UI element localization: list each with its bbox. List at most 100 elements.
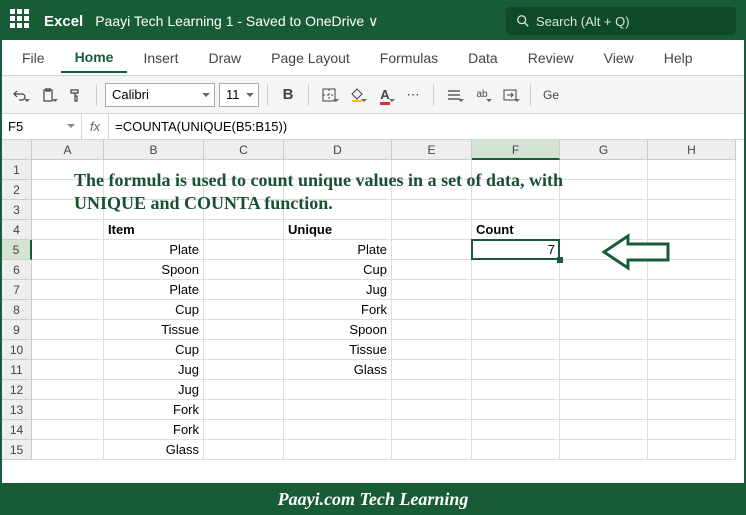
cell[interactable] — [392, 340, 472, 360]
wrap-text-button[interactable]: ab — [470, 83, 494, 107]
more-font-button[interactable]: ⋯ — [401, 83, 425, 107]
tab-page-layout[interactable]: Page Layout — [257, 44, 364, 72]
row-header-4[interactable]: 4 — [2, 220, 32, 240]
col-header-H[interactable]: H — [648, 140, 736, 160]
tab-review[interactable]: Review — [514, 44, 588, 72]
cell[interactable] — [32, 360, 104, 380]
cell[interactable] — [648, 300, 736, 320]
cell[interactable] — [32, 340, 104, 360]
cell[interactable] — [560, 340, 648, 360]
row-header-15[interactable]: 15 — [2, 440, 32, 460]
cell[interactable] — [560, 320, 648, 340]
tab-insert[interactable]: Insert — [129, 44, 192, 72]
cell[interactable] — [32, 440, 104, 460]
select-all-corner[interactable] — [2, 140, 32, 160]
col-header-G[interactable]: G — [560, 140, 648, 160]
cell[interactable] — [392, 400, 472, 420]
fx-icon[interactable]: fx — [82, 114, 109, 139]
row-header-13[interactable]: 13 — [2, 400, 32, 420]
cell[interactable]: Fork — [104, 400, 204, 420]
cell[interactable] — [32, 220, 104, 240]
cell[interactable]: Spoon — [284, 320, 392, 340]
cell[interactable]: Jug — [104, 360, 204, 380]
cell[interactable] — [284, 400, 392, 420]
cell[interactable] — [204, 220, 284, 240]
row-header-7[interactable]: 7 — [2, 280, 32, 300]
cell[interactable] — [560, 420, 648, 440]
cell[interactable]: Spoon — [104, 260, 204, 280]
cell[interactable] — [392, 240, 472, 260]
cell[interactable] — [472, 260, 560, 280]
font-color-button[interactable]: A — [373, 83, 397, 107]
cell[interactable] — [204, 400, 284, 420]
cell[interactable]: Plate — [104, 240, 204, 260]
cell[interactable] — [32, 260, 104, 280]
cell[interactable]: Tissue — [284, 340, 392, 360]
cell[interactable] — [472, 300, 560, 320]
cell[interactable] — [472, 360, 560, 380]
cell[interactable] — [648, 420, 736, 440]
cell[interactable]: Cup — [104, 300, 204, 320]
cell[interactable]: Cup — [284, 260, 392, 280]
cell[interactable] — [392, 360, 472, 380]
cell[interactable] — [648, 440, 736, 460]
font-size-select[interactable]: 11 — [219, 83, 259, 107]
cell[interactable] — [32, 280, 104, 300]
cell[interactable] — [392, 320, 472, 340]
font-name-select[interactable]: Calibri — [105, 83, 215, 107]
cell[interactable]: Jug — [284, 280, 392, 300]
tab-draw[interactable]: Draw — [194, 44, 255, 72]
cell[interactable]: Item — [104, 220, 204, 240]
cell[interactable] — [472, 420, 560, 440]
cell[interactable] — [392, 380, 472, 400]
cell[interactable] — [204, 440, 284, 460]
align-button[interactable] — [442, 83, 466, 107]
cell[interactable] — [392, 440, 472, 460]
row-header-8[interactable]: 8 — [2, 300, 32, 320]
tab-file[interactable]: File — [8, 44, 59, 72]
cell[interactable] — [560, 280, 648, 300]
cell[interactable] — [392, 420, 472, 440]
cell[interactable] — [560, 440, 648, 460]
row-header-5[interactable]: 5 — [2, 240, 32, 260]
undo-button[interactable] — [8, 83, 32, 107]
cell[interactable] — [32, 240, 104, 260]
cell[interactable] — [32, 380, 104, 400]
borders-button[interactable] — [317, 83, 341, 107]
cell[interactable] — [32, 300, 104, 320]
cell[interactable]: Fork — [284, 300, 392, 320]
fill-color-button[interactable] — [345, 83, 369, 107]
row-header-9[interactable]: 9 — [2, 320, 32, 340]
name-box[interactable]: F5 — [2, 114, 82, 139]
tab-data[interactable]: Data — [454, 44, 512, 72]
tab-help[interactable]: Help — [650, 44, 707, 72]
col-header-F[interactable]: F — [472, 140, 560, 160]
clipboard-button[interactable] — [36, 83, 60, 107]
cell[interactable] — [648, 280, 736, 300]
cell[interactable]: 7 — [472, 240, 560, 260]
col-header-D[interactable]: D — [284, 140, 392, 160]
row-header-1[interactable]: 1 — [2, 160, 32, 180]
cell[interactable] — [32, 420, 104, 440]
bold-button[interactable]: B — [276, 83, 300, 107]
cell[interactable] — [560, 400, 648, 420]
cell[interactable]: Count — [472, 220, 560, 240]
cell[interactable]: Fork — [104, 420, 204, 440]
row-header-6[interactable]: 6 — [2, 260, 32, 280]
apps-icon[interactable] — [10, 9, 34, 33]
formula-input[interactable]: =COUNTA(UNIQUE(B5:B15)) — [109, 119, 744, 134]
doc-title[interactable]: Paayi Tech Learning 1 - Saved to OneDriv… — [95, 13, 378, 30]
col-header-E[interactable]: E — [392, 140, 472, 160]
format-button[interactable]: Ge — [539, 83, 563, 107]
cell[interactable] — [648, 320, 736, 340]
cell[interactable] — [648, 200, 736, 220]
cell[interactable] — [204, 380, 284, 400]
cell[interactable] — [284, 380, 392, 400]
row-header-2[interactable]: 2 — [2, 180, 32, 200]
cell[interactable] — [204, 320, 284, 340]
cell[interactable] — [204, 420, 284, 440]
cell[interactable] — [472, 280, 560, 300]
cell[interactable] — [204, 340, 284, 360]
cell[interactable] — [32, 320, 104, 340]
cell[interactable] — [648, 180, 736, 200]
